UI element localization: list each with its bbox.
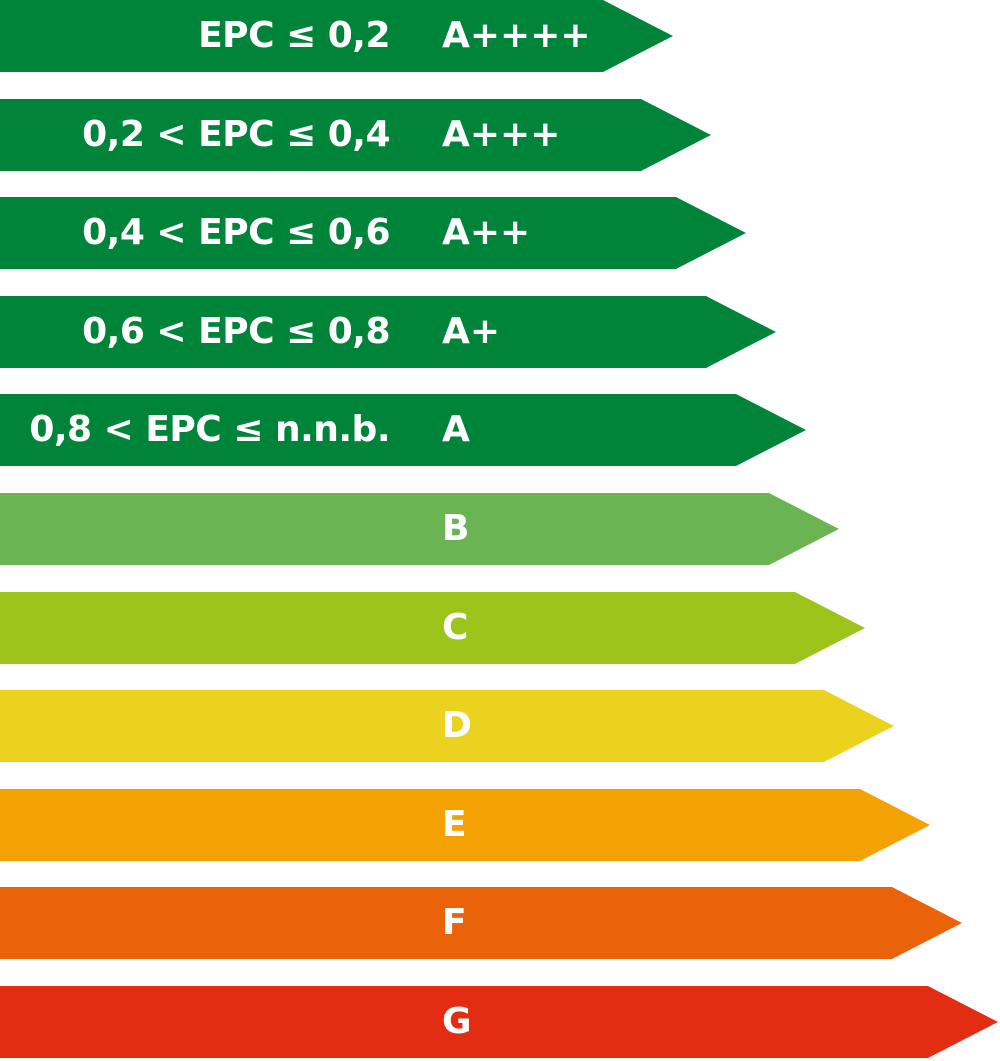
bar-arrow-fill	[0, 887, 962, 959]
energy-class-bar-f: F	[0, 887, 963, 959]
bar-arrow-shape	[0, 0, 673, 72]
energy-class-label: G	[442, 1001, 472, 1042]
energy-class-bar-c: C	[0, 592, 866, 664]
energy-class-label: E	[442, 804, 467, 845]
bar-arrow-fill	[0, 592, 865, 664]
energy-class-label: F	[442, 902, 467, 943]
energy-class-bar-a: 0,8 < EPC ≤ n.n.b. A	[0, 394, 807, 466]
energy-class-label: A	[442, 409, 470, 450]
bar-arrow-fill	[0, 690, 894, 762]
bar-arrow-shape	[0, 592, 865, 664]
epc-range-label: 0,6 < EPC ≤ 0,8	[82, 311, 390, 352]
energy-class-bar-aplusplusplusplus: EPC ≤ 0,2 A++++	[0, 0, 674, 72]
bar-arrow-shape	[0, 493, 839, 565]
bar-arrow-fill	[0, 394, 806, 466]
epc-range-label: 0,8 < EPC ≤ n.n.b.	[29, 409, 390, 450]
bar-arrow-fill	[0, 296, 776, 368]
energy-class-label: B	[442, 508, 470, 549]
energy-class-bar-aplusplusplus: 0,2 < EPC ≤ 0,4 A+++	[0, 99, 712, 171]
bar-arrow-fill	[0, 197, 746, 269]
energy-class-label: A+	[442, 311, 501, 352]
bar-arrow-fill	[0, 986, 998, 1058]
epc-range-label: EPC ≤ 0,2	[198, 15, 390, 56]
energy-class-label: D	[442, 705, 472, 746]
bar-arrow-fill	[0, 99, 711, 171]
bar-arrow-shape	[0, 394, 806, 466]
bar-arrow-shape	[0, 690, 894, 762]
bar-arrow-shape	[0, 296, 776, 368]
bar-arrow-fill	[0, 0, 673, 72]
energy-class-bar-aplusplus: 0,4 < EPC ≤ 0,6 A++	[0, 197, 747, 269]
bar-arrow-shape	[0, 986, 998, 1058]
energy-class-bar-e: E	[0, 789, 931, 861]
epc-range-label: 0,4 < EPC ≤ 0,6	[82, 212, 390, 253]
bar-arrow-fill	[0, 789, 930, 861]
bar-arrow-shape	[0, 99, 711, 171]
energy-class-label: A++++	[442, 15, 591, 56]
energy-class-label: A+++	[442, 114, 561, 155]
energy-class-bar-aplus: 0,6 < EPC ≤ 0,8 A+	[0, 296, 777, 368]
bar-arrow-shape	[0, 197, 746, 269]
energy-class-label: C	[442, 607, 469, 648]
bar-arrow-shape	[0, 789, 930, 861]
bar-arrow-shape	[0, 887, 962, 959]
energy-class-bar-d: D	[0, 690, 895, 762]
energy-class-bar-g: G	[0, 986, 999, 1058]
energy-class-bar-b: B	[0, 493, 840, 565]
bar-arrow-fill	[0, 493, 839, 565]
energy-class-label: A++	[442, 212, 531, 253]
epc-range-label: 0,2 < EPC ≤ 0,4	[82, 114, 390, 155]
